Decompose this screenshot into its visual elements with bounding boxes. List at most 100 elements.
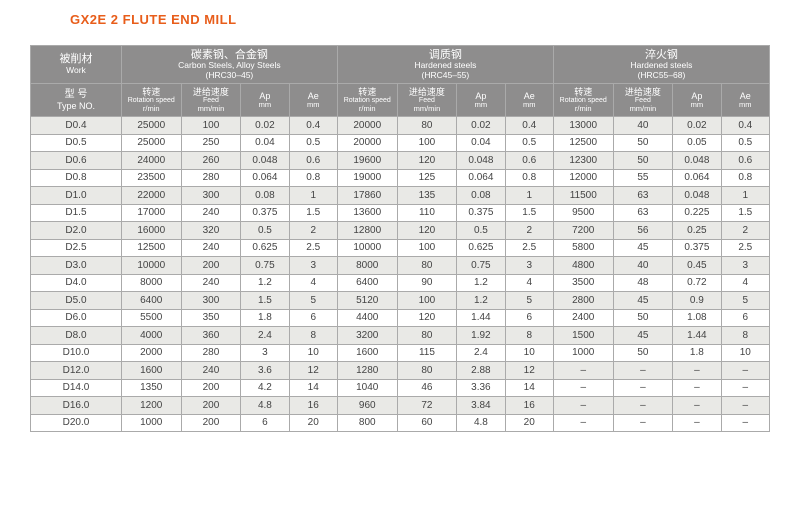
- data-cell: 45: [613, 292, 673, 310]
- data-cell: 115: [397, 344, 457, 362]
- data-cell: 16: [505, 397, 553, 415]
- data-cell: 0.02: [673, 117, 721, 135]
- table-row: D0.8235002800.0640.8190001250.0640.81200…: [31, 169, 770, 187]
- type-cell: D0.6: [31, 152, 122, 170]
- data-cell: 1.44: [673, 327, 721, 345]
- data-cell: 12: [289, 362, 337, 380]
- data-cell: 2000: [121, 344, 181, 362]
- data-cell: 22000: [121, 187, 181, 205]
- data-cell: 12300: [553, 152, 613, 170]
- data-cell: –: [673, 362, 721, 380]
- data-cell: 3.6: [241, 362, 289, 380]
- data-cell: 0.9: [673, 292, 721, 310]
- data-cell: 50: [613, 134, 673, 152]
- data-cell: 0.25: [673, 222, 721, 240]
- data-cell: 250: [181, 134, 241, 152]
- type-cell: D0.5: [31, 134, 122, 152]
- data-cell: 1000: [553, 344, 613, 362]
- table-row: D2.0160003200.52128001200.527200560.252: [31, 222, 770, 240]
- data-cell: –: [553, 397, 613, 415]
- data-cell: 7200: [553, 222, 613, 240]
- type-cell: D4.0: [31, 274, 122, 292]
- data-cell: 1.5: [241, 292, 289, 310]
- data-cell: 200: [181, 414, 241, 432]
- data-cell: 2: [721, 222, 769, 240]
- data-cell: 48: [613, 274, 673, 292]
- data-cell: 80: [397, 362, 457, 380]
- data-cell: 135: [397, 187, 457, 205]
- data-cell: –: [613, 379, 673, 397]
- data-cell: 10: [505, 344, 553, 362]
- sub-header: Aemm: [505, 84, 553, 117]
- type-cell: D1.0: [31, 187, 122, 205]
- data-cell: 4000: [121, 327, 181, 345]
- data-cell: 0.02: [241, 117, 289, 135]
- group-range: (HRC45–55): [339, 71, 552, 81]
- data-cell: 80: [397, 117, 457, 135]
- data-cell: 2.5: [721, 239, 769, 257]
- data-cell: 1.8: [673, 344, 721, 362]
- data-cell: –: [721, 379, 769, 397]
- data-cell: 0.064: [673, 169, 721, 187]
- data-cell: 24000: [121, 152, 181, 170]
- data-cell: 350: [181, 309, 241, 327]
- data-cell: –: [613, 414, 673, 432]
- data-cell: 1.5: [505, 204, 553, 222]
- data-cell: –: [673, 414, 721, 432]
- data-cell: 1: [289, 187, 337, 205]
- type-cell: D8.0: [31, 327, 122, 345]
- type-cell: D3.0: [31, 257, 122, 275]
- type-cell: D1.5: [31, 204, 122, 222]
- data-cell: 10000: [337, 239, 397, 257]
- data-cell: 20000: [337, 117, 397, 135]
- data-cell: 63: [613, 204, 673, 222]
- sub-header: Aemm: [289, 84, 337, 117]
- data-cell: 1200: [121, 397, 181, 415]
- type-cell: D10.0: [31, 344, 122, 362]
- data-cell: 8000: [337, 257, 397, 275]
- data-cell: 300: [181, 187, 241, 205]
- type-cell: D2.0: [31, 222, 122, 240]
- sub-header: Apmm: [457, 84, 505, 117]
- table-row: D14.013502004.2141040463.3614––––: [31, 379, 770, 397]
- data-cell: 46: [397, 379, 457, 397]
- data-cell: 6400: [121, 292, 181, 310]
- data-cell: 16000: [121, 222, 181, 240]
- data-cell: 1600: [337, 344, 397, 362]
- data-cell: 5800: [553, 239, 613, 257]
- sub-unit: r/min: [123, 105, 180, 114]
- data-cell: 0.5: [457, 222, 505, 240]
- data-cell: 0.8: [289, 169, 337, 187]
- data-cell: 0.048: [241, 152, 289, 170]
- data-cell: 280: [181, 344, 241, 362]
- table-row: D8.040003602.483200801.9281500451.448: [31, 327, 770, 345]
- data-cell: 1: [721, 187, 769, 205]
- data-cell: 0.048: [457, 152, 505, 170]
- data-cell: –: [721, 397, 769, 415]
- sub-cn: 转速: [555, 87, 612, 97]
- sub-header: 进给速度Feedmm/min: [181, 84, 241, 117]
- type-header: 型 号Type NO.: [31, 84, 122, 117]
- data-cell: 1.8: [241, 309, 289, 327]
- data-cell: 19600: [337, 152, 397, 170]
- table-row: D1.5170002400.3751.5136001100.3751.59500…: [31, 204, 770, 222]
- table-row: D0.5250002500.040.5200001000.040.5125005…: [31, 134, 770, 152]
- data-cell: 5: [289, 292, 337, 310]
- data-cell: 0.5: [721, 134, 769, 152]
- data-cell: 0.6: [289, 152, 337, 170]
- data-cell: 1040: [337, 379, 397, 397]
- sub-unit: r/min: [555, 105, 612, 114]
- data-cell: 56: [613, 222, 673, 240]
- data-cell: 0.4: [721, 117, 769, 135]
- data-cell: 3.36: [457, 379, 505, 397]
- data-cell: 100: [397, 292, 457, 310]
- table-row: D12.016002403.6121280802.8812––––: [31, 362, 770, 380]
- data-cell: 100: [397, 134, 457, 152]
- sub-unit: mm: [674, 101, 719, 110]
- data-cell: –: [553, 362, 613, 380]
- material-group-header: 调质钢Hardened steels(HRC45–55): [337, 46, 553, 84]
- data-cell: –: [673, 397, 721, 415]
- type-cell: D6.0: [31, 309, 122, 327]
- data-cell: 240: [181, 239, 241, 257]
- data-cell: 0.048: [673, 187, 721, 205]
